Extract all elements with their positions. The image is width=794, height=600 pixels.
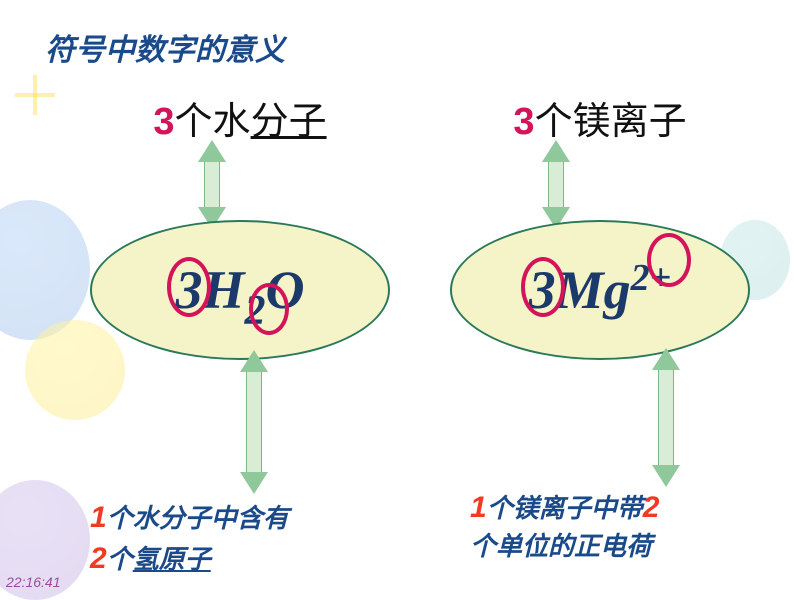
count-3-mg: 3 — [513, 101, 534, 143]
arrow-top-mg — [542, 140, 570, 229]
text-molecule: 分子 — [251, 101, 327, 143]
arrow-top-water — [198, 140, 226, 229]
circle-on-3-mg — [521, 257, 565, 317]
count-3: 3 — [153, 101, 174, 143]
panel-water: 3个水分子 3H2O 1个水分子中含有 2个氢原子 — [70, 90, 410, 145]
ellipse-mg-formula: 3Mg2+ — [450, 220, 750, 360]
label-3-water-molecules: 3个水分子 — [70, 90, 410, 145]
text-mg-ion-has: 个镁离子中带 — [487, 493, 643, 523]
ellipse-water-formula: 3H2O — [90, 220, 390, 360]
formula-3h2o: 3H2O — [175, 259, 304, 321]
bg-balloon-blue — [0, 200, 90, 340]
num-2: 2 — [90, 542, 107, 575]
circle-on-2 — [249, 283, 289, 335]
formula-mg: Mg — [556, 260, 631, 320]
bg-balloon-yellow — [25, 320, 125, 420]
timestamp: 22:16:41 — [6, 574, 61, 590]
num-1: 1 — [90, 501, 107, 534]
arrow-bottom-mg — [652, 348, 680, 487]
slide-title: 符号中数字的意义 — [45, 25, 285, 69]
label-water-explain: 1个水分子中含有 2个氢原子 — [90, 498, 289, 579]
num-2-mg: 2 — [643, 491, 660, 524]
label-3-mg-ions: 3个镁离子 — [430, 90, 770, 145]
text-water-a: 个水 — [175, 101, 251, 143]
arrow-bottom-water — [240, 350, 268, 494]
circle-on-2plus — [647, 233, 691, 287]
formula-3mg2plus: 3Mg2+ — [529, 259, 672, 321]
text-h-atom: 氢原子 — [133, 544, 211, 574]
panel-mg: 3个镁离子 3Mg2+ 1个镁离子中带2 个单位的正电荷 — [430, 90, 770, 145]
text-unit-charge: 个单位的正电荷 — [470, 531, 652, 561]
text-ge: 个 — [107, 544, 133, 574]
text-water-mol-has: 个水分子中含有 — [107, 503, 289, 533]
label-mg-explain: 1个镁离子中带2 个单位的正电荷 — [470, 488, 659, 564]
num-1-mg: 1 — [470, 491, 487, 524]
sparkle-icon — [15, 75, 55, 115]
text-mg-ion: 个镁离子 — [535, 101, 687, 143]
